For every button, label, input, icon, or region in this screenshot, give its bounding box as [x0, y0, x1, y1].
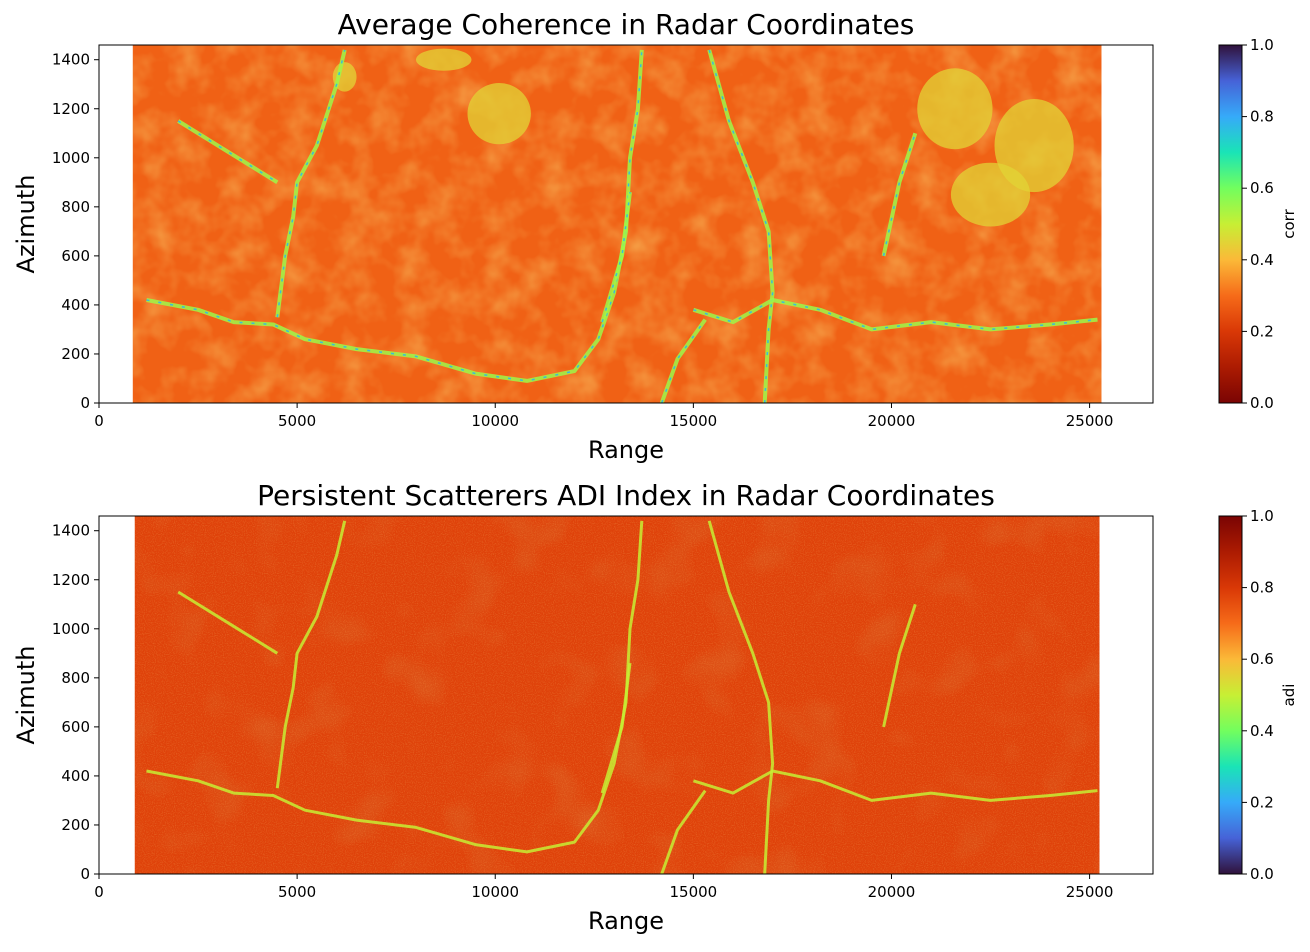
channel-feature: [692, 769, 1098, 802]
y-tick-label: 200: [61, 345, 90, 363]
channel-core: [146, 49, 643, 382]
y-tick-label: 800: [61, 198, 90, 216]
colorbar-label: corr: [1280, 208, 1298, 238]
x-tick-label: 10000: [471, 883, 519, 901]
y-tick-label: 1000: [52, 620, 90, 638]
chart-title: Average Coherence in Radar Coordinates: [338, 8, 915, 41]
x-tick-label: 10000: [471, 412, 519, 430]
x-tick-label: 0: [94, 412, 104, 430]
x-tick-label: 5000: [278, 883, 316, 901]
y-tick-label: 400: [61, 767, 90, 785]
y-tick-label: 800: [61, 669, 90, 687]
channel-core: [882, 133, 917, 257]
high-coherence-patch: [994, 98, 1074, 193]
y-tick-label: 0: [80, 865, 90, 883]
y-tick-label: 1200: [52, 100, 90, 118]
y-tick-label: 1400: [52, 522, 90, 540]
colorbar: [1218, 515, 1243, 875]
axes-frame: [98, 44, 1154, 404]
colorbar-tick-label: 0.6: [1250, 650, 1274, 668]
x-tick-label: 15000: [670, 412, 718, 430]
heatmap-image: [132, 45, 1102, 403]
y-tick-label: 1200: [52, 571, 90, 589]
channel-core: [693, 299, 1098, 331]
colorbar-tick-label: 0.0: [1250, 865, 1274, 883]
channel-feature: [600, 662, 632, 794]
high-coherence-patch: [950, 162, 1031, 227]
channel-feature: [177, 119, 279, 185]
colorbar-tick-label: 1.0: [1250, 507, 1274, 525]
colorbar-tick-label: 0.6: [1250, 179, 1274, 197]
y-tick-label: 400: [61, 296, 90, 314]
x-tick-label: 5000: [278, 412, 316, 430]
colorbar-tick-label: 0.4: [1250, 722, 1274, 740]
colorbar-label: adi: [1280, 684, 1298, 707]
y-tick-label: 1000: [52, 149, 90, 167]
x-tick-label: 25000: [1066, 412, 1114, 430]
channel-feature: [275, 520, 347, 789]
colorbar-tick-label: 0.2: [1250, 322, 1274, 340]
x-tick-label: 25000: [1066, 883, 1114, 901]
channel-feature: [660, 789, 707, 874]
y-tick-label: 600: [61, 718, 90, 736]
y-tick-label: 200: [61, 816, 90, 834]
channel-core: [708, 49, 774, 403]
y-axis-label: Azimuth: [12, 175, 40, 274]
high-coherence-patch: [917, 68, 993, 150]
chart-panel-1: 0 5000 10000 15000 20000 25000 0 200 400 600 800 10…: [12, 8, 1298, 464]
chart-panel-2: 0 5000 10000 15000 20000 25000 0 200 400 600 800 10…: [12, 479, 1298, 935]
x-tick-label: 0: [94, 883, 104, 901]
channel-feature: [146, 520, 644, 854]
x-tick-label: 20000: [868, 412, 916, 430]
channel-feature: [659, 318, 707, 403]
x-axis-label: Range: [588, 907, 664, 935]
channel-feature: [600, 191, 632, 323]
y-tick-label: 1400: [52, 51, 90, 69]
channel-feature: [707, 520, 775, 874]
colorbar-tick-label: 0.8: [1250, 108, 1274, 126]
y-tick-label: 0: [80, 394, 90, 412]
colorbar: [1218, 44, 1243, 404]
x-tick-label: 15000: [670, 883, 718, 901]
channel-feature: [882, 603, 917, 728]
high-coherence-patch: [415, 48, 472, 71]
x-tick-label: 20000: [868, 883, 916, 901]
axes-frame: [98, 515, 1154, 875]
y-axis-label: Azimuth: [12, 646, 40, 745]
y-tick-label: 600: [61, 247, 90, 265]
x-axis-label: Range: [588, 436, 664, 464]
channel-core: [276, 49, 346, 318]
chart-title: Persistent Scatterers ADI Index in Radar…: [257, 479, 995, 512]
colorbar-tick-label: 0.8: [1250, 579, 1274, 597]
colorbar-tick-label: 0.0: [1250, 394, 1274, 412]
colorbar-tick-label: 1.0: [1250, 36, 1274, 54]
high-coherence-patch: [467, 83, 531, 145]
colorbar-tick-label: 0.2: [1250, 793, 1274, 811]
channel-feature: [177, 590, 279, 655]
colorbar-tick-label: 0.4: [1250, 251, 1274, 269]
heatmap-image: [134, 516, 1100, 874]
heatmap-noise: [134, 516, 1100, 874]
